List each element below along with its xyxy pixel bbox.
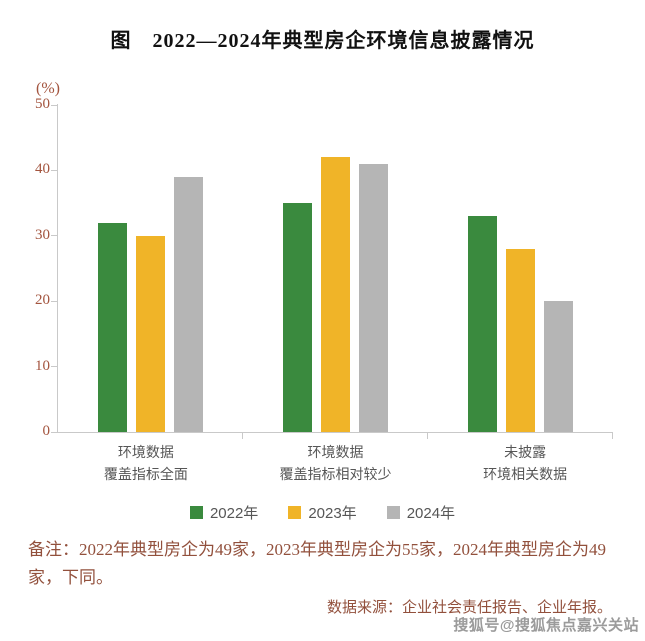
legend-swatch-icon [288,506,302,519]
legend-item-2024年: 2024年 [386,502,456,523]
bar-2024年-group1 [174,176,203,432]
category-label-2: 环境数据覆盖指标相对较少 [279,442,391,485]
x-tick-mark [242,433,243,439]
bar-2022年-group2 [283,203,312,432]
bar-2024年-group2 [359,163,388,432]
category-label-1: 环境数据覆盖指标全面 [104,442,188,485]
legend-label: 2023年 [308,505,357,522]
category-label-line: 覆盖指标全面 [103,465,188,482]
category-label-line: 环境数据 [307,444,364,460]
legend-label: 2022年 [209,505,259,522]
bar-2022年-group1 [98,222,127,432]
category-label-line: 环境数据 [117,444,174,460]
y-tick-mark [51,300,57,302]
y-tick-mark [51,431,57,433]
y-tick-label: 50 [35,96,50,112]
remark-note: 备注：2022年典型房企为49家，2023年典型房企为55家，2024年典型房企… [28,540,606,588]
y-tick-label: 0 [42,423,51,439]
legend: 2022年 2023年 2024年 [0,502,645,523]
bar-group-2 [283,105,388,432]
x-tick-mark [612,433,613,439]
chart-title: 图 2022—2024年典型房企环境信息披露情况 [110,30,535,52]
data-source-note: 数据来源：企业社会责任报告、企业年报。 [326,600,612,616]
y-tick-label: 20 [35,292,50,309]
y-tick-label: 10 [35,357,50,374]
y-tick-label: 40 [35,161,50,178]
legend-swatch-icon [386,506,400,519]
y-tick-label: 30 [35,226,50,243]
y-axis-unit-label: (%) [36,80,60,97]
bar-2022年-group3 [468,216,497,432]
legend-item-2023年: 2023年 [288,502,357,523]
x-tick-mark [427,433,428,439]
watermark: 搜狐号@搜狐焦点嘉兴关站 [453,617,639,634]
bar-group-3 [468,105,573,432]
category-label-line: 未披露 [504,444,547,460]
legend-item-2022年: 2022年 [189,502,259,523]
y-tick-mark [51,366,57,368]
bar-group-1 [98,105,203,432]
category-label-line: 覆盖指标相对较少 [279,465,392,482]
plot-area [58,105,613,432]
y-axis-line [57,104,58,433]
legend-swatch-icon [189,506,203,519]
x-axis-line [57,432,613,433]
bar-2023年-group2 [321,157,350,432]
bar-2023年-group3 [506,248,535,432]
category-label-3: 未披露 环境相关数据 [483,442,567,485]
y-tick-mark [51,235,57,237]
y-tick-mark [51,169,57,171]
category-labels: 环境数据 覆盖指标全面 环境数据 覆盖指标相对较少 未披露 环境相关数据 [58,442,613,485]
category-label-line: 环境相关数据 [483,465,568,482]
legend-label: 2024年 [406,505,456,522]
y-tick-mark [51,104,57,106]
bar-2023年-group1 [136,235,165,432]
bar-2024年-group3 [544,301,573,432]
